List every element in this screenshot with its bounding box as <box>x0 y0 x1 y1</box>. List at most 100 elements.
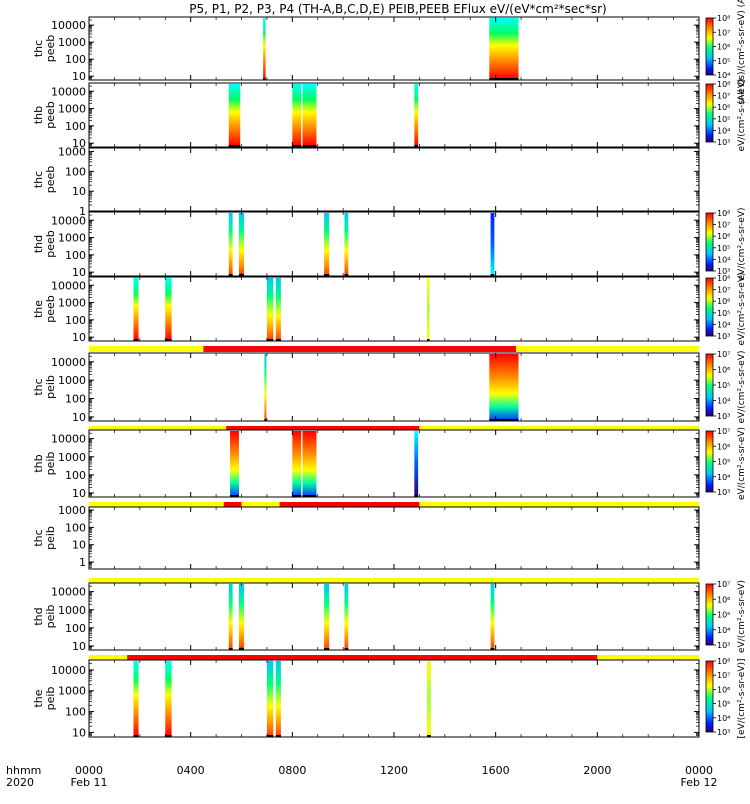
y-tick-label: 1000 <box>58 604 86 617</box>
y-tick-label: 100 <box>65 706 86 719</box>
colorbar-tick-label: 10⁵ <box>717 115 730 124</box>
y-tick-label: 10 <box>72 185 86 198</box>
mode-bar-segment <box>89 502 224 507</box>
data-burst <box>292 84 302 146</box>
data-burst <box>230 431 239 496</box>
burst-base <box>414 495 419 497</box>
data-burst <box>414 431 419 496</box>
data-burst <box>133 278 139 340</box>
y-axis-label-line: peib <box>44 687 57 711</box>
burst-base <box>324 648 330 650</box>
burst-base <box>344 648 349 650</box>
burst-base <box>489 419 519 421</box>
y-axis-label: thcpeib <box>32 526 57 550</box>
colorbar-tick-label: 10⁶ <box>717 685 730 694</box>
y-tick-label: 10 <box>72 331 86 344</box>
colorbar-label: eV/(cm²-s-sr-eV) <box>737 580 747 653</box>
colorbar-tick-label: 10⁸ <box>717 14 730 23</box>
y-axis-label-line: thb <box>32 454 45 472</box>
y-tick-label: 100 <box>65 314 86 327</box>
y-tick-label: 1000 <box>58 685 86 698</box>
plot-area <box>89 660 699 737</box>
plot-area <box>89 83 699 147</box>
data-burst <box>489 18 519 79</box>
data-burst <box>344 213 349 275</box>
y-axis-label: thbpeib <box>32 452 57 476</box>
y-tick-label: 100 <box>65 53 86 66</box>
colorbar-tick-label: 10⁶ <box>717 43 730 52</box>
colorbar-tick-label: 10⁵ <box>717 244 730 253</box>
colorbar-tick-label: 10⁶ <box>717 366 730 375</box>
colorbar-tick-label: 10⁴ <box>717 714 730 723</box>
colorbar-tick-label: 10⁸ <box>717 209 730 218</box>
burst-base <box>490 274 495 276</box>
y-tick-label: 100 <box>65 249 86 262</box>
burst-base <box>292 145 302 147</box>
x-tick-label: 1600 <box>482 764 510 777</box>
burst-base <box>489 78 519 80</box>
y-axis-label: thdpeeb <box>32 230 57 258</box>
colorbar-tick-label: 10³ <box>717 332 730 341</box>
x-tick-label: 0000 <box>685 764 713 777</box>
y-axis-label-line: peeb <box>44 230 57 258</box>
data-burst <box>427 278 430 340</box>
colorbar-tick-label: 10⁶ <box>717 232 730 241</box>
data-burst <box>302 431 317 496</box>
time-axis-row-label: hhmm <box>6 764 41 777</box>
y-axis-label-line: thd <box>32 607 45 625</box>
y-tick-label: 1000 <box>58 374 86 387</box>
plot-area <box>89 353 699 421</box>
data-burst <box>266 661 274 736</box>
colorbar-tick-label: 10⁵ <box>717 458 730 467</box>
colorbar-label: eV/(cm²-s-sr-eV) <box>737 427 747 500</box>
burst-base <box>302 495 317 497</box>
data-burst <box>133 661 139 736</box>
data-burst <box>427 661 431 736</box>
panel-the-peib-9: 10 100 1000 10000 thepeib 10³ 10⁴ 10⁵ 10⁶ 10⁷ 10⁸ [… <box>32 655 747 739</box>
burst-base <box>266 735 274 737</box>
colorbar <box>705 353 714 417</box>
y-axis-label-line: thd <box>32 235 45 253</box>
colorbar-label: eV/(cm²-s-sr-eV) <box>737 350 747 423</box>
colorbar-tick-label: 10⁵ <box>717 57 730 66</box>
burst-base <box>292 495 302 497</box>
colorbar <box>705 583 714 646</box>
colorbar <box>705 660 714 733</box>
y-axis-label-line: thb <box>32 106 45 124</box>
panel-thc-peeb-0: 10 100 1000 10000 thcpeeb 10⁴ 10⁵ 10⁶ 10⁷ 10⁸ (All… <box>32 0 747 104</box>
mode-bar-segment <box>516 346 699 352</box>
y-tick-label: 1000 <box>58 504 86 517</box>
y-tick-label: 1000 <box>58 36 86 49</box>
plot-area <box>89 430 699 497</box>
burst-base <box>427 339 430 341</box>
y-axis-label-line: the <box>32 300 45 318</box>
colorbar-tick-label: 10⁵ <box>717 309 730 318</box>
colorbar-tick-label: 10³ <box>717 728 730 737</box>
colorbar-tick-label: 10⁴ <box>717 126 730 135</box>
data-burst <box>490 213 495 275</box>
y-tick-label: 10000 <box>51 664 86 677</box>
burst-base <box>263 78 266 80</box>
figure-title: P5, P1, P2, P3, P4 (TH-A,B,C,D,E) PEIB,P… <box>189 2 606 16</box>
x-tick-label: 0400 <box>177 764 205 777</box>
colorbar-tick-label: 10³ <box>717 641 730 650</box>
data-burst <box>238 584 245 649</box>
colorbar-tick-label: 10⁶ <box>717 297 730 306</box>
y-tick-label: 10000 <box>51 586 86 599</box>
y-axis-label-line: peeb <box>44 166 57 194</box>
data-burst <box>275 661 281 736</box>
burst-base <box>266 339 274 341</box>
burst-base <box>302 145 317 147</box>
data-burst <box>228 213 233 275</box>
colorbar-label: eV/(cm²-s-sr-eV) <box>737 272 747 345</box>
mode-bar-segment <box>203 346 516 352</box>
mode-bar-segment <box>89 346 204 352</box>
colorbar-tick-label: 10⁴ <box>717 255 730 264</box>
y-axis-label: thbpeeb <box>32 101 57 129</box>
colorbar-label: (All Qs)/(cm²-s-sr-eV) (All <box>737 0 747 104</box>
y-tick-label: 10000 <box>51 85 86 98</box>
